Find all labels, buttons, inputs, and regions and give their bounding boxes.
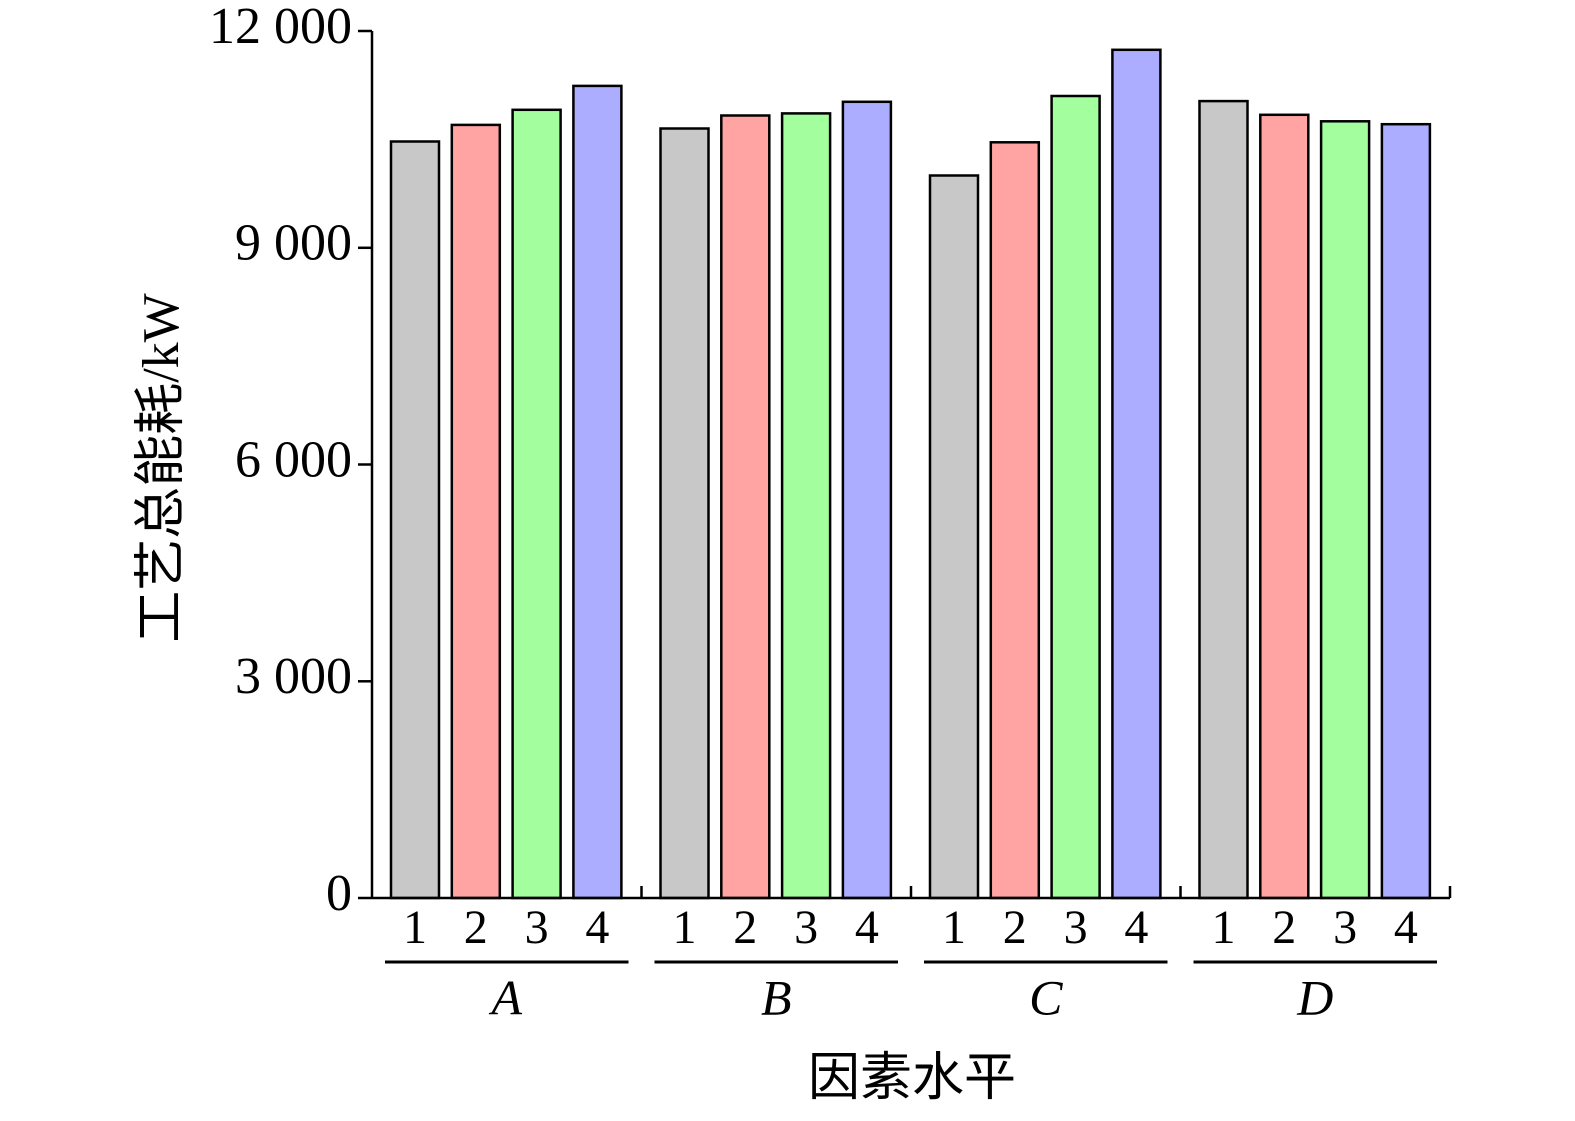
level-label-D-4: 4 [1394, 901, 1418, 954]
group-label-D: D [1296, 969, 1333, 1025]
y-axis-title: 工艺总能耗/kW [133, 293, 190, 643]
bar-C-4 [1111, 48, 1162, 900]
group-label-B: B [761, 969, 792, 1025]
level-label-B-3: 3 [794, 901, 818, 954]
level-label-B-2: 2 [733, 901, 757, 954]
y-tick-label: 12 000 [209, 0, 352, 55]
y-tick-label: 6 000 [235, 431, 352, 488]
level-label-D-2: 2 [1272, 901, 1296, 954]
level-label-A-4: 4 [585, 901, 609, 954]
bar-C-1 [928, 174, 980, 900]
level-label-B-1: 1 [673, 901, 697, 954]
level-label-A-3: 3 [525, 901, 549, 954]
bar-D-1 [1198, 99, 1249, 900]
y-tick-label: 9 000 [235, 215, 352, 272]
bar-B-3 [780, 112, 832, 900]
level-label-D-1: 1 [1212, 901, 1236, 954]
bar-A-3 [511, 108, 562, 900]
bar-A-4 [572, 84, 623, 900]
level-label-C-2: 2 [1003, 901, 1027, 954]
bar-D-2 [1259, 113, 1310, 900]
bar-D-4 [1380, 122, 1432, 900]
level-label-C-3: 3 [1064, 901, 1088, 954]
level-label-C-1: 1 [942, 901, 966, 954]
axes-layer [358, 29, 1452, 964]
bars-layer [389, 48, 1432, 900]
bar-B-1 [659, 127, 710, 900]
level-label-D-3: 3 [1333, 901, 1357, 954]
bar-B-2 [720, 114, 771, 900]
y-tick-label: 3 000 [235, 648, 352, 705]
bar-A-1 [389, 140, 441, 900]
bar-D-3 [1319, 120, 1371, 900]
level-label-C-4: 4 [1124, 901, 1148, 954]
bar-C-3 [1050, 94, 1101, 900]
level-label-A-2: 2 [464, 901, 488, 954]
bar-C-2 [989, 141, 1041, 900]
y-tick-label: 0 [326, 865, 352, 922]
level-label-A-1: 1 [403, 901, 427, 954]
bar-A-2 [450, 123, 502, 900]
level-label-B-4: 4 [855, 901, 879, 954]
x-axis-title: 因素水平 [808, 1050, 1016, 1107]
bar-B-4 [841, 100, 893, 900]
group-label-A: A [489, 969, 523, 1025]
group-label-C: C [1029, 969, 1063, 1025]
